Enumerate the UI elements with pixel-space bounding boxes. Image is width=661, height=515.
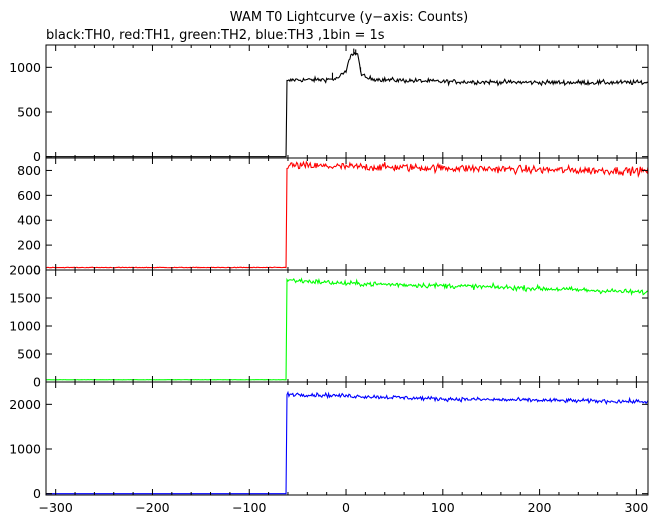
y-tick-label: 500	[17, 104, 41, 119]
y-tick-label: 1000	[9, 319, 41, 334]
series-line-th3	[46, 390, 648, 495]
panel-th0: 0 500 1000	[9, 44, 649, 164]
x-tick-label: 300	[624, 500, 648, 515]
y-tick-label: 600	[17, 188, 41, 203]
x-tick-label: 0	[342, 500, 350, 515]
panel-frame	[45, 269, 649, 383]
x-tick-label: 100	[431, 500, 455, 515]
panel-frame	[45, 157, 649, 271]
panel-th1: 0 200 400 600 800	[17, 157, 649, 278]
series-line-th2	[46, 277, 648, 381]
panel-th2: 0 500 1000 1500 2000	[9, 263, 649, 390]
series-line-th0	[46, 51, 648, 158]
panel-frame	[45, 44, 649, 159]
y-tick-label: 500	[17, 347, 41, 362]
y-tick-label: 1500	[9, 291, 41, 306]
y-tick-label: 1000	[9, 60, 41, 75]
chart-title: WAM T0 Lightcurve (y−axis: Counts)	[230, 10, 468, 25]
panel-frame	[45, 381, 649, 496]
y-tick-label: 800	[17, 163, 41, 178]
y-tick-label: 0	[33, 149, 41, 164]
x-axis-tick-labels: −300 −200 −100 0 100 200 300	[39, 500, 649, 515]
y-tick-label: 2000	[9, 397, 41, 412]
y-tick-label: 1000	[9, 441, 41, 456]
y-tick-label: 2000	[9, 263, 41, 278]
y-tick-label: 0	[33, 486, 41, 501]
series-line-th1	[46, 160, 648, 269]
x-tick-label: −200	[135, 500, 169, 515]
x-tick-label: −100	[232, 500, 266, 515]
y-tick-label: 200	[17, 238, 41, 253]
chart-subtitle: black:TH0, red:TH1, green:TH2, blue:TH3 …	[46, 28, 385, 43]
y-tick-label: 400	[17, 213, 41, 228]
y-tick-label: 0	[33, 263, 41, 278]
y-tick-label: 0	[33, 375, 41, 390]
x-tick-label: −300	[39, 500, 73, 515]
panel-th3: 0 1000 2000	[9, 381, 649, 501]
x-tick-label: 200	[528, 500, 552, 515]
panels-group: 0500100002004006008000500100015002000010…	[9, 44, 649, 501]
